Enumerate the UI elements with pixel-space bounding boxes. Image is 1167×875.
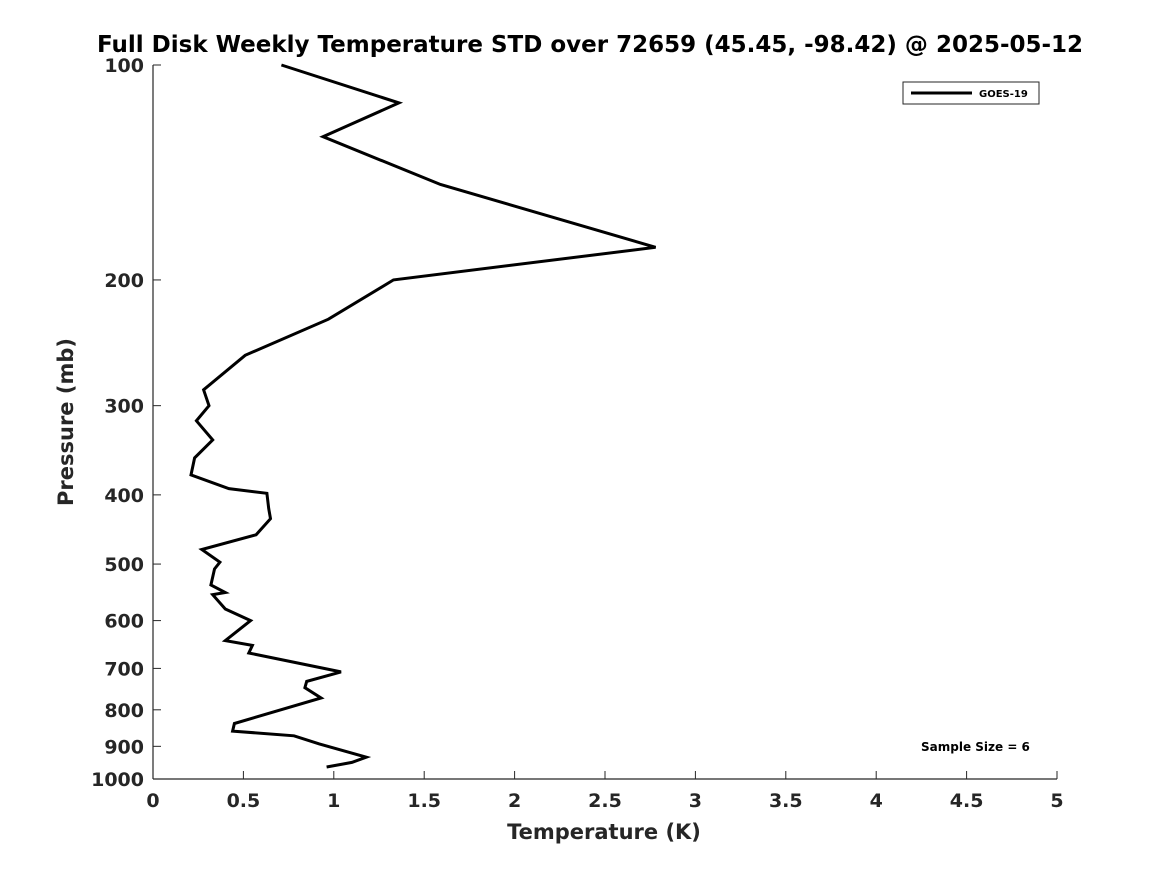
x-tick-label: 0.5 (227, 790, 261, 812)
y-tick-label: 100 (104, 55, 144, 77)
chart-title: Full Disk Weekly Temperature STD over 72… (97, 32, 1083, 58)
x-axis-label: Temperature (K) (507, 820, 701, 844)
y-tick-label: 200 (104, 270, 144, 292)
x-tick-label: 1.5 (407, 790, 441, 812)
x-tick-label: 3 (689, 790, 702, 812)
y-axis-label: Pressure (mb) (54, 338, 78, 506)
series-layer (189, 63, 657, 769)
y-tick-label: 300 (104, 396, 144, 418)
y-tick-label: 400 (104, 485, 144, 507)
x-tick-label: 4.5 (950, 790, 984, 812)
y-tick-label: 700 (104, 658, 144, 680)
y-tick-label: 800 (104, 700, 144, 722)
x-tick-label: 2.5 (588, 790, 622, 812)
y-tick-label: 900 (104, 736, 144, 758)
y-tick-label: 600 (104, 611, 144, 633)
x-tick-label: 5 (1050, 790, 1063, 812)
series-line (189, 63, 657, 769)
ticks-layer: 0 0.5 1 1.5 2 2.5 3 3.5 4 4.5 5 100 200 300 400 500 600 7… (91, 55, 1064, 812)
y-tick-label: 1000 (91, 769, 144, 791)
x-tick-label: 3.5 (769, 790, 803, 812)
sample-size-annotation: Sample Size = 6 (921, 740, 1030, 754)
x-tick-label: 0 (146, 790, 159, 812)
x-tick-label: 2 (508, 790, 521, 812)
x-tick-label: 1 (327, 790, 340, 812)
x-tick-label: 4 (870, 790, 883, 812)
legend: GOES-19 (902, 81, 1040, 105)
legend-label: GOES-19 (979, 89, 1028, 100)
y-tick-label: 500 (104, 554, 144, 576)
